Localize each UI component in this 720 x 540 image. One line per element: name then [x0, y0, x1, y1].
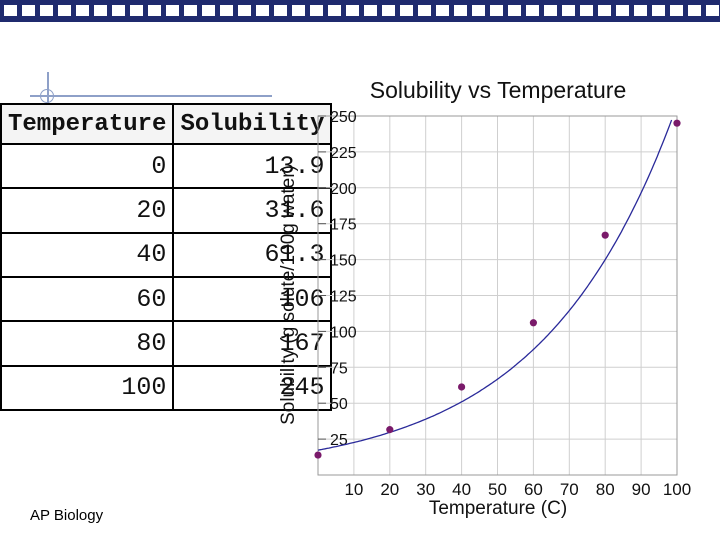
header-bar-square	[148, 5, 161, 16]
header-bar-square	[292, 5, 305, 16]
header-bar-square	[22, 5, 35, 16]
header-bar-square	[688, 5, 701, 16]
y-axis-label: Solubility (g solute/100g water)	[278, 165, 299, 425]
x-tick-label: 100	[663, 480, 691, 499]
crosshair-icon	[40, 89, 54, 103]
x-tick-label: 70	[560, 480, 579, 499]
table-cell-solubility: 61.3	[172, 231, 333, 278]
header-bar-square	[4, 5, 17, 16]
table-row: 20 31.6	[0, 187, 333, 234]
header-bar-square	[598, 5, 611, 16]
y-tick-label: 50	[330, 396, 348, 413]
table-cell-solubility: 13.9	[172, 142, 333, 190]
header-bar-square	[94, 5, 107, 16]
header-bar-square	[526, 5, 539, 16]
header-bar-square	[382, 5, 395, 16]
header-bar-square	[202, 5, 215, 16]
header-bar-square	[76, 5, 89, 16]
x-axis-label: Temperature (C)	[429, 498, 567, 519]
header-bar-square	[112, 5, 125, 16]
header-bar-square	[454, 5, 467, 16]
table-cell-temperature: 80	[0, 320, 175, 367]
x-tick-label: 60	[524, 480, 543, 499]
header-bar-square	[400, 5, 413, 16]
table-row: 0 13.9	[0, 142, 333, 190]
y-tick-label: 75	[330, 360, 348, 377]
table-cell-solubility: 245	[172, 364, 333, 412]
x-tick-label: 30	[416, 480, 435, 499]
x-tick-label: 10	[344, 480, 363, 499]
data-point	[458, 383, 466, 391]
x-tick-label: 90	[632, 480, 651, 499]
header-bar-square	[310, 5, 323, 16]
table-cell-temperature: 20	[0, 187, 175, 234]
data-point	[529, 319, 538, 327]
header-bar-square	[706, 5, 719, 16]
header-bar-square	[220, 5, 233, 16]
data-point	[314, 451, 322, 459]
table-row: 40 61.3	[0, 231, 333, 278]
decorative-line	[30, 95, 272, 97]
header-bar-square	[562, 5, 575, 16]
header-bar-square	[166, 5, 179, 16]
header-bar-square	[490, 5, 503, 16]
column-header-solubility: Solubility	[172, 103, 333, 145]
y-tick-label: 225	[330, 145, 357, 162]
table-row: 60 106	[0, 275, 333, 323]
header-bar-square	[130, 5, 143, 16]
footer-label: AP Biology	[30, 507, 104, 524]
header-bar-square	[508, 5, 521, 16]
table-cell-solubility: 167	[172, 320, 333, 367]
y-tick-label: 150	[330, 253, 357, 270]
header-bar-square	[346, 5, 359, 16]
table-cell-temperature: 0	[0, 142, 175, 190]
header-bar-square	[256, 5, 269, 16]
table-header-row: Temperature Solubility	[0, 103, 333, 145]
header-bar-square	[328, 5, 341, 16]
header-bar-square	[472, 5, 485, 16]
table-row: 100 245	[0, 364, 333, 412]
data-point	[601, 231, 609, 239]
header-bar-square	[652, 5, 665, 16]
table-cell-temperature: 40	[0, 231, 175, 278]
y-tick-label: 175	[330, 217, 357, 234]
header-bar-square	[418, 5, 431, 16]
table-cell-solubility: 106	[172, 275, 333, 323]
header-bar-square	[544, 5, 557, 16]
slide-header-bar	[0, 0, 720, 22]
header-bar-square	[364, 5, 377, 16]
data-point	[386, 426, 394, 434]
header-bar-square	[580, 5, 593, 16]
table-row: 80 167	[0, 320, 333, 367]
table-cell-temperature: 100	[0, 364, 175, 412]
trend-curve	[317, 119, 673, 451]
data-table: Temperature Solubility 0 13.9 20 31.6 40 61…	[0, 103, 333, 412]
column-header-temperature: Temperature	[0, 103, 175, 145]
header-bar-square	[436, 5, 449, 16]
y-tick-label: 100	[330, 324, 357, 341]
chart-title: Solubility vs Temperature	[370, 77, 627, 103]
x-tick-label: 20	[380, 480, 399, 499]
y-tick-label: 200	[330, 181, 357, 198]
x-tick-label: 50	[488, 480, 507, 499]
y-tick-label: 125	[330, 289, 357, 306]
data-point	[673, 119, 681, 127]
header-bar-square	[58, 5, 71, 16]
table-cell-solubility: 31.6	[172, 187, 333, 234]
header-bar-square	[40, 5, 53, 16]
header-bar-square	[616, 5, 629, 16]
header-bar-square	[184, 5, 197, 16]
header-bar-square	[238, 5, 251, 16]
header-bar-square	[274, 5, 287, 16]
x-tick-label: 80	[596, 480, 615, 499]
y-tick-label: 250	[330, 109, 357, 126]
header-bar-square	[634, 5, 647, 16]
header-bar-square	[670, 5, 683, 16]
x-tick-label: 40	[452, 480, 471, 499]
table-cell-temperature: 60	[0, 275, 175, 323]
